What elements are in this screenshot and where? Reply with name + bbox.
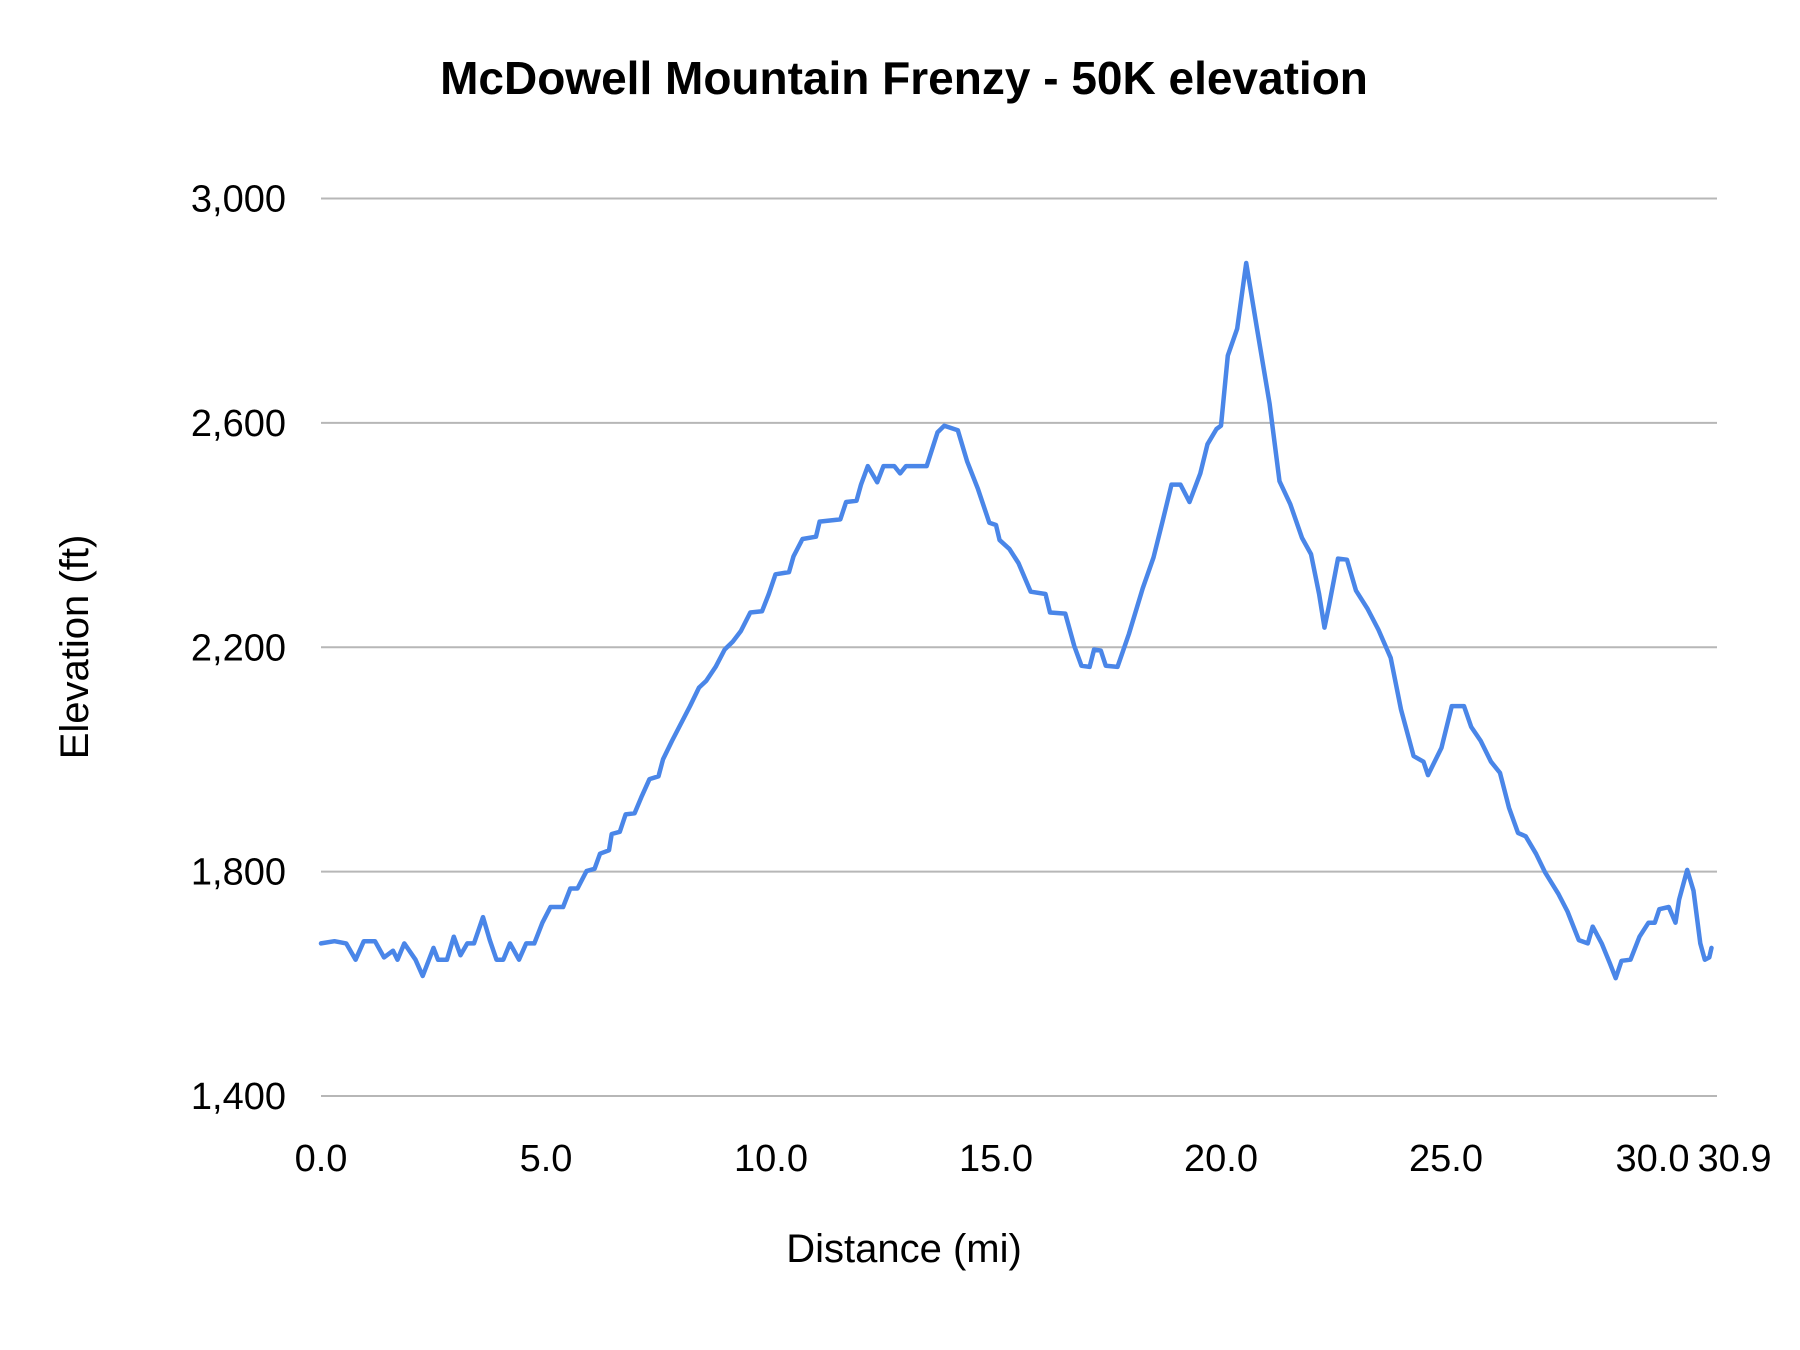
gridlines [321, 197, 1717, 1097]
x-tick-label: 5.0 [520, 1138, 573, 1180]
elevation-line [318, 260, 1714, 981]
x-tick-label: 30.0 [1616, 1138, 1690, 1180]
x-tick-label: 25.0 [1409, 1138, 1483, 1180]
y-axis-title: Elevation (ft) [53, 535, 97, 760]
y-tick-label: 2,600 [191, 403, 286, 445]
x-tick-label: 15.0 [959, 1138, 1033, 1180]
x-tick-label: 20.0 [1184, 1138, 1258, 1180]
y-tick-label: 2,200 [191, 627, 286, 669]
y-tick-labels: 1,400 1,800 2,200 2,600 3,000 [191, 179, 286, 1119]
x-tick-label: 10.0 [734, 1138, 808, 1180]
y-tick-label: 1,800 [191, 852, 286, 894]
x-axis-title: Distance (mi) [786, 1227, 1022, 1271]
x-tick-label: 0.0 [295, 1138, 348, 1180]
y-tick-label: 1,400 [191, 1076, 286, 1118]
x-tick-label: 30.9 [1698, 1138, 1772, 1180]
y-tick-label: 3,000 [191, 179, 286, 221]
x-tick-labels: 0.0 5.0 10.0 15.0 20.0 25.0 30.0 30.9 [295, 1138, 1772, 1180]
chart-title: McDowell Mountain Frenzy - 50K elevation [440, 52, 1368, 104]
